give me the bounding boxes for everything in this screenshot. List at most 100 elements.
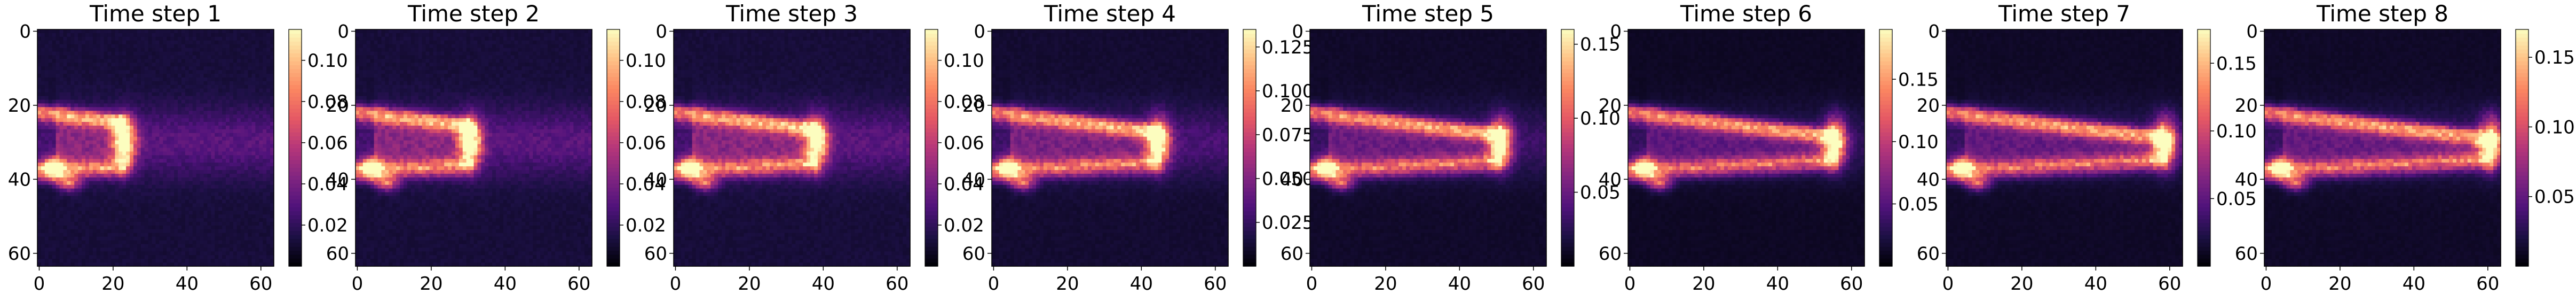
heatmap-cell: [266, 88, 271, 93]
heatmap-cell: [63, 218, 67, 222]
heatmap-cell: [185, 40, 189, 45]
heatmap-cell: [514, 70, 519, 74]
heatmap-cell: [107, 233, 112, 237]
heatmap-cell: [233, 74, 238, 78]
heatmap-cell: [104, 240, 108, 245]
heatmap-cell: [63, 129, 67, 134]
heatmap-cell: [78, 177, 82, 182]
heatmap-cell: [374, 33, 378, 37]
heatmap-cell: [144, 59, 149, 63]
heatmap-cell: [159, 136, 163, 141]
heatmap-cell: [52, 177, 57, 182]
heatmap-cell: [233, 136, 238, 141]
heatmap-cell: [126, 122, 130, 126]
heatmap-cell: [544, 59, 548, 63]
heatmap-cell: [181, 163, 186, 167]
heatmap-cell: [144, 66, 149, 71]
heatmap-cell: [52, 148, 57, 152]
heatmap-cell: [248, 122, 252, 126]
colorbar-segment: [289, 76, 302, 81]
heatmap-cell: [118, 151, 123, 156]
heatmap-cell: [218, 125, 223, 130]
heatmap-cell: [85, 99, 90, 104]
heatmap-cell: [266, 136, 271, 141]
heatmap-cell: [48, 66, 53, 71]
heatmap-cell: [78, 151, 82, 156]
heatmap-cell: [466, 33, 471, 37]
heatmap-cell: [203, 125, 208, 130]
heatmap-cell: [122, 188, 127, 193]
heatmap-cell: [163, 92, 167, 97]
heatmap-cell: [236, 36, 241, 41]
heatmap-cell: [126, 92, 130, 97]
heatmap-cell: [59, 107, 64, 111]
heatmap-cell: [159, 177, 163, 182]
heatmap-cell: [37, 240, 42, 245]
heatmap-cell: [59, 140, 64, 145]
heatmap-cell: [92, 177, 97, 182]
heatmap-cell: [218, 36, 223, 41]
heatmap-cell: [155, 240, 160, 245]
heatmap-cell: [233, 263, 238, 267]
heatmap-cell: [196, 211, 201, 215]
heatmap-cell: [56, 148, 60, 152]
heatmap-cell: [89, 251, 93, 256]
heatmap-cell: [122, 122, 127, 126]
heatmap-cell: [203, 248, 208, 252]
heatmap-cell: [48, 221, 53, 226]
heatmap-cell: [185, 148, 189, 152]
heatmap-cell: [167, 163, 171, 167]
heatmap-cell: [167, 244, 171, 248]
heatmap-cell: [222, 111, 226, 115]
heatmap-cell: [126, 51, 130, 56]
heatmap-cell: [229, 225, 234, 230]
heatmap-cell: [96, 125, 101, 130]
heatmap-cell: [196, 36, 201, 41]
heatmap-cell: [540, 63, 544, 67]
heatmap-cell: [137, 163, 141, 167]
heatmap-cell: [248, 125, 252, 130]
heatmap-cell: [218, 140, 223, 145]
heatmap-cell: [56, 59, 60, 63]
heatmap-cell: [255, 133, 259, 137]
heatmap-cell: [226, 144, 230, 149]
heatmap-cell: [140, 248, 145, 252]
heatmap-cell: [359, 66, 364, 71]
heatmap-cell: [37, 36, 42, 41]
heatmap-cell: [455, 29, 460, 34]
heatmap-cell: [163, 163, 167, 167]
heatmap-cell: [126, 166, 130, 171]
heatmap-cell: [255, 40, 259, 45]
heatmap-cell: [514, 55, 519, 59]
heatmap-cell: [89, 248, 93, 252]
heatmap-cell: [152, 118, 156, 122]
heatmap-cell: [178, 63, 182, 67]
heatmap-cell: [137, 140, 141, 145]
heatmap-cell: [140, 181, 145, 186]
colorbar-segment: [289, 116, 302, 121]
heatmap-cell: [37, 59, 42, 63]
heatmap-cell: [133, 159, 138, 163]
y-tick-label: 20: [8, 95, 31, 117]
heatmap-cell: [381, 66, 385, 71]
heatmap-cell: [244, 203, 249, 207]
heatmap-cell: [74, 111, 78, 115]
heatmap-cell: [126, 244, 130, 248]
heatmap-cell: [118, 29, 123, 34]
heatmap-cell: [159, 48, 163, 52]
heatmap-cell: [67, 144, 71, 149]
heatmap-cell: [118, 196, 123, 200]
heatmap-cell: [41, 144, 45, 149]
heatmap-cell: [251, 151, 256, 156]
heatmap-cell: [82, 251, 86, 256]
heatmap-cell: [218, 218, 223, 222]
heatmap-cell: [192, 114, 197, 119]
heatmap-cell: [381, 63, 385, 67]
heatmap-cell: [536, 55, 541, 59]
heatmap-cell: [196, 125, 201, 130]
heatmap-cell: [236, 33, 241, 37]
heatmap-cell: [59, 263, 64, 267]
heatmap-cell: [207, 81, 211, 86]
heatmap-cell: [455, 66, 460, 71]
heatmap-cell: [137, 177, 141, 182]
